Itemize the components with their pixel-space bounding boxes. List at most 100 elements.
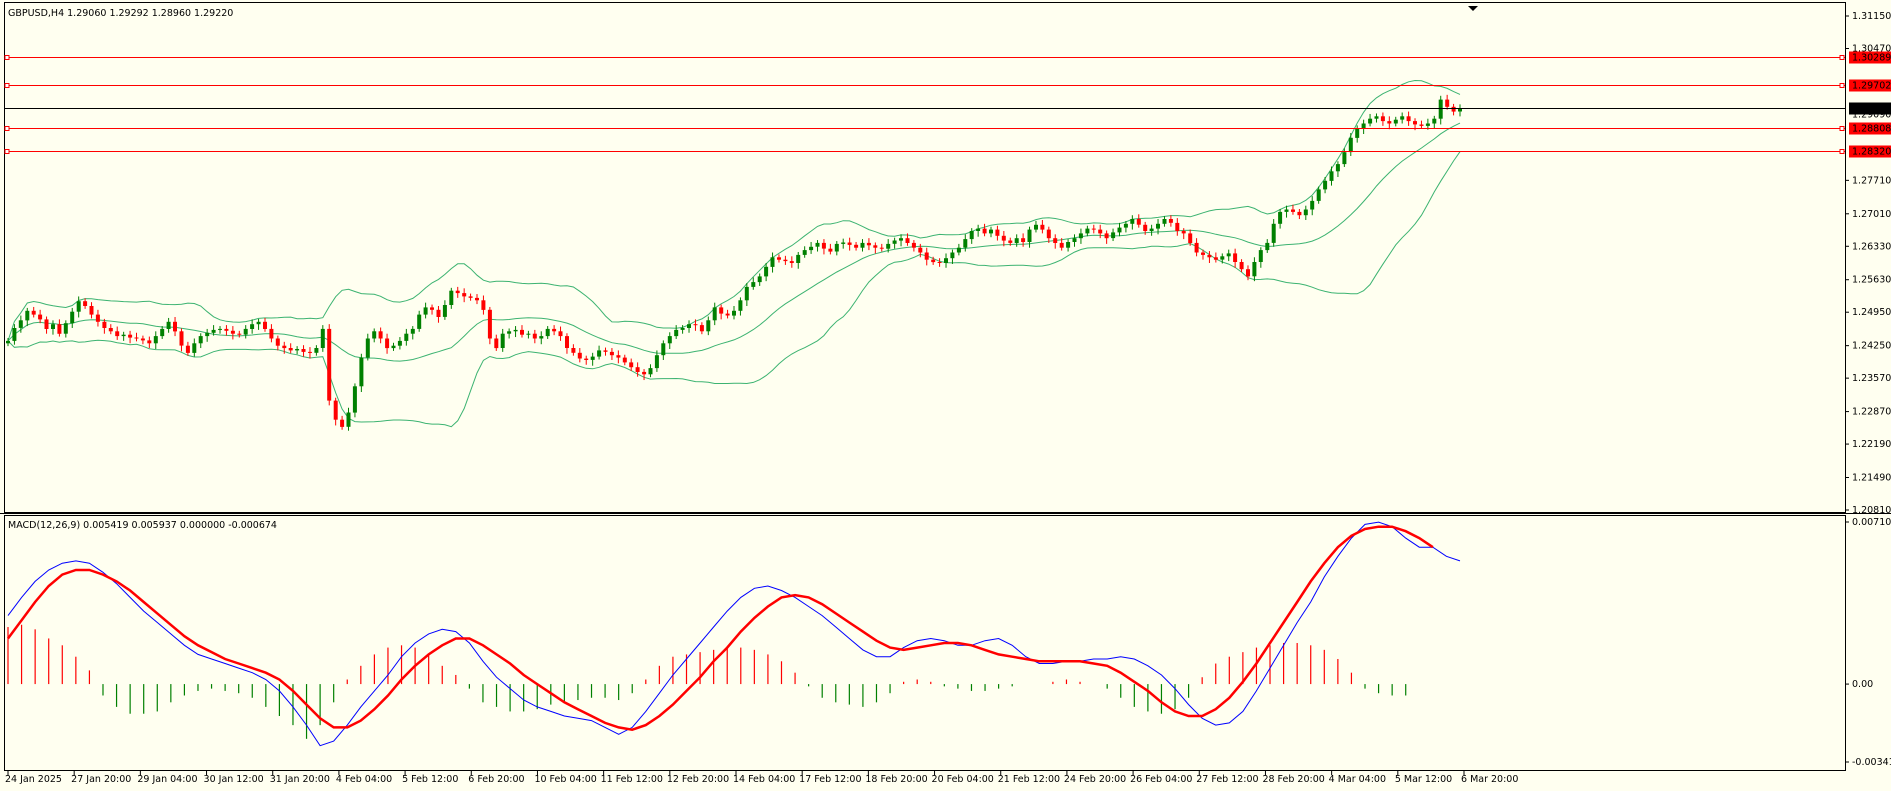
price-tick-label: 1.24250 [1852,341,1891,352]
candle-body [397,340,402,346]
candle [815,240,820,252]
candle-body [571,348,576,353]
candle [166,317,171,333]
candle-body [179,331,184,346]
candle-body [809,246,814,251]
candle [1445,94,1450,110]
candle-body [924,252,929,260]
candle-body [1162,219,1167,224]
candle [796,252,801,269]
candle [577,348,582,363]
time-tick-label: 17 Feb 12:00 [799,774,861,785]
candle [507,328,512,339]
level-price-label: 1.28808 [1852,124,1891,135]
candle-body [1284,209,1289,212]
candle-body [1239,262,1244,270]
candle [751,277,756,290]
candle-body [911,242,916,248]
level-anchor-right [1839,55,1845,60]
candle-body [616,355,621,358]
candle-body [1419,124,1424,126]
candle-body [1335,164,1340,172]
candle [1348,133,1353,156]
candle [879,243,884,252]
macd-axis: 0.007105 0.00 -0.003416 [1845,517,1891,768]
candle [1425,118,1430,130]
candle-body [166,321,171,329]
candle-body [275,338,280,346]
time-tick-label: 4 Mar 04:00 [1329,774,1386,785]
candle [243,325,248,339]
price-tick-label: 1.25630 [1852,275,1891,286]
candle [481,295,486,315]
time-tick-label: 18 Feb 20:00 [865,774,927,785]
candle-body [995,229,1000,236]
candle [455,286,460,298]
candle [687,320,691,333]
macd-tick-label: 0.00 [1852,679,1873,690]
candle-body [1368,118,1373,124]
level-line-group: 1.28320 [4,145,1891,158]
candle-body [1008,240,1013,243]
candle [1091,224,1096,234]
candle [397,337,402,350]
candle [147,336,152,349]
candle [629,358,634,371]
candle-body [153,336,158,344]
candle-body [475,297,479,301]
candle-body [1355,128,1360,138]
candle-body [410,328,415,334]
candle [1361,119,1366,135]
candle-body [288,348,293,351]
candle [76,296,81,318]
candle-body [1194,242,1199,253]
candle [899,234,903,247]
candle-body [1207,254,1212,258]
candle [1201,249,1205,260]
candle [423,302,428,319]
candle [931,256,936,265]
candle-body [1201,252,1205,255]
time-tick-label: 27 Jan 20:00 [71,774,131,785]
candle-body [1104,233,1109,239]
candle [18,315,23,333]
time-tick-label: 5 Mar 12:00 [1395,774,1452,785]
candle-body [1291,209,1295,212]
candle-body [860,242,865,248]
candle [886,239,891,253]
candle-body [1425,123,1430,126]
candle [854,241,859,251]
candle-body [545,328,550,337]
candle-body [1438,99,1443,119]
time-tick-label: 6 Feb 20:00 [468,774,524,785]
candle-body [385,338,390,349]
candle [359,353,364,392]
candle [173,316,177,337]
candle [1291,204,1295,215]
candle-body [821,242,826,249]
candle [1380,112,1385,126]
candle-body [654,355,659,369]
candle [1072,234,1077,247]
candle-body [25,310,30,321]
candle [860,239,865,252]
candle-body [115,331,120,337]
candle [532,329,537,344]
candle [185,341,190,356]
horizontal-levels[interactable]: 1.30289 1.29702 1.28808 1.28320 1.292201.290… [4,51,1891,158]
candle [468,293,473,301]
candle [308,347,312,359]
band-upper [7,79,1461,342]
shift-end-marker[interactable] [1468,6,1478,11]
candle-body [976,228,981,231]
candle-body [866,242,871,246]
candle [102,318,107,334]
candle [404,328,409,346]
candle [1156,219,1160,235]
candle-body [706,320,711,332]
candle [526,330,531,339]
candle [198,333,203,349]
candle [1458,104,1462,117]
bid-price-label: 1.29090 [1852,110,1891,121]
